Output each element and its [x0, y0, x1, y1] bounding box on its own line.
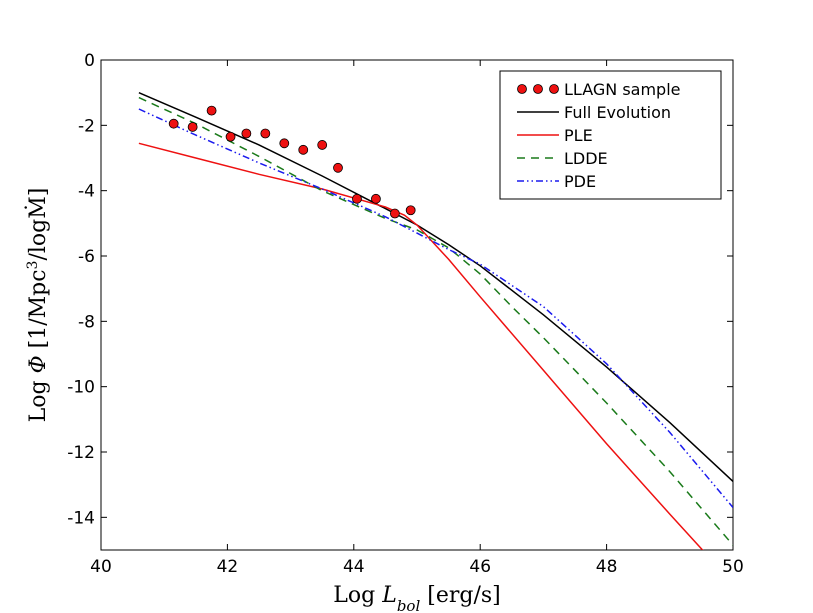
legend-label-scatter: LLAGN sample: [564, 80, 680, 99]
points-layer: [168, 105, 416, 219]
scatter-point: [168, 118, 179, 129]
y-axis-title-tail: /logṀ]: [24, 188, 51, 261]
y-tick-label: -6: [78, 247, 95, 267]
series-line-ldde: [138, 96, 733, 546]
scatter-point: [317, 140, 328, 150]
scatter-point: [352, 193, 362, 204]
scatter-point: [389, 208, 400, 219]
legend-marker-scatter: [533, 84, 543, 94]
y-tick-label: -8: [78, 312, 95, 332]
legend: LLAGN sample Full Evolution PLE LDDE PDE: [499, 70, 722, 200]
x-axis-title-prefix: Log: [333, 583, 382, 608]
series-layer: [138, 92, 733, 550]
scatter-point: [371, 193, 381, 204]
scatter-point: [279, 138, 290, 149]
series-line-full-evolution: [138, 92, 733, 482]
legend-label-pde: PDE: [564, 172, 596, 191]
legend-marker-scatter: [549, 84, 559, 94]
legend-label-full-evolution: Full Evolution: [564, 103, 671, 122]
y-tick-label: -10: [67, 378, 95, 398]
scatter-point: [187, 122, 198, 132]
scatter-point: [225, 131, 236, 142]
legend-marker-scatter: [517, 84, 527, 94]
scatter-point: [405, 205, 416, 216]
y-axis-title: Log Φ [1/Mpc3/logṀ]: [24, 188, 51, 423]
scatter-point: [206, 105, 217, 116]
x-tick-label: 42: [217, 557, 239, 577]
scatter-point: [241, 128, 252, 139]
series-line-pde: [138, 108, 733, 508]
x-tick-label: 46: [469, 557, 491, 577]
y-axis-title-unit: [1/Mpc: [26, 269, 51, 355]
y-tick-label: -4: [78, 182, 95, 202]
y-tick-label: 0: [84, 51, 95, 71]
x-tick-label: 50: [722, 557, 744, 577]
x-axis-title-symbol: L: [381, 583, 397, 608]
scatter-point: [333, 162, 343, 173]
axis-ticks: 40 42 44 46 48 50 0 -2 -4 -6 -8 -10 -12 -14: [67, 51, 744, 577]
y-tick-label: -12: [67, 443, 95, 463]
scatter-point: [298, 144, 309, 155]
y-tick-label: -2: [78, 116, 95, 136]
y-tick-label: -14: [67, 508, 95, 528]
x-axis-title: Log Lbol [erg/s]: [333, 583, 500, 613]
legend-label-ple: PLE: [564, 126, 593, 145]
series-line-ple: [138, 142, 704, 550]
scatter-point: [260, 128, 271, 139]
x-tick-label: 48: [596, 557, 618, 577]
y-axis-title-symbol: Φ: [26, 355, 51, 373]
y-axis-title-superscript: 3: [25, 261, 41, 270]
x-axis-title-suffix: [erg/s]: [420, 583, 500, 608]
x-tick-label: 40: [90, 557, 112, 577]
x-axis-title-subscript: bol: [397, 597, 421, 613]
y-axis-title-prefix: Log: [26, 373, 51, 422]
x-tick-label: 44: [343, 557, 365, 577]
legend-label-ldde: LDDE: [564, 149, 608, 168]
